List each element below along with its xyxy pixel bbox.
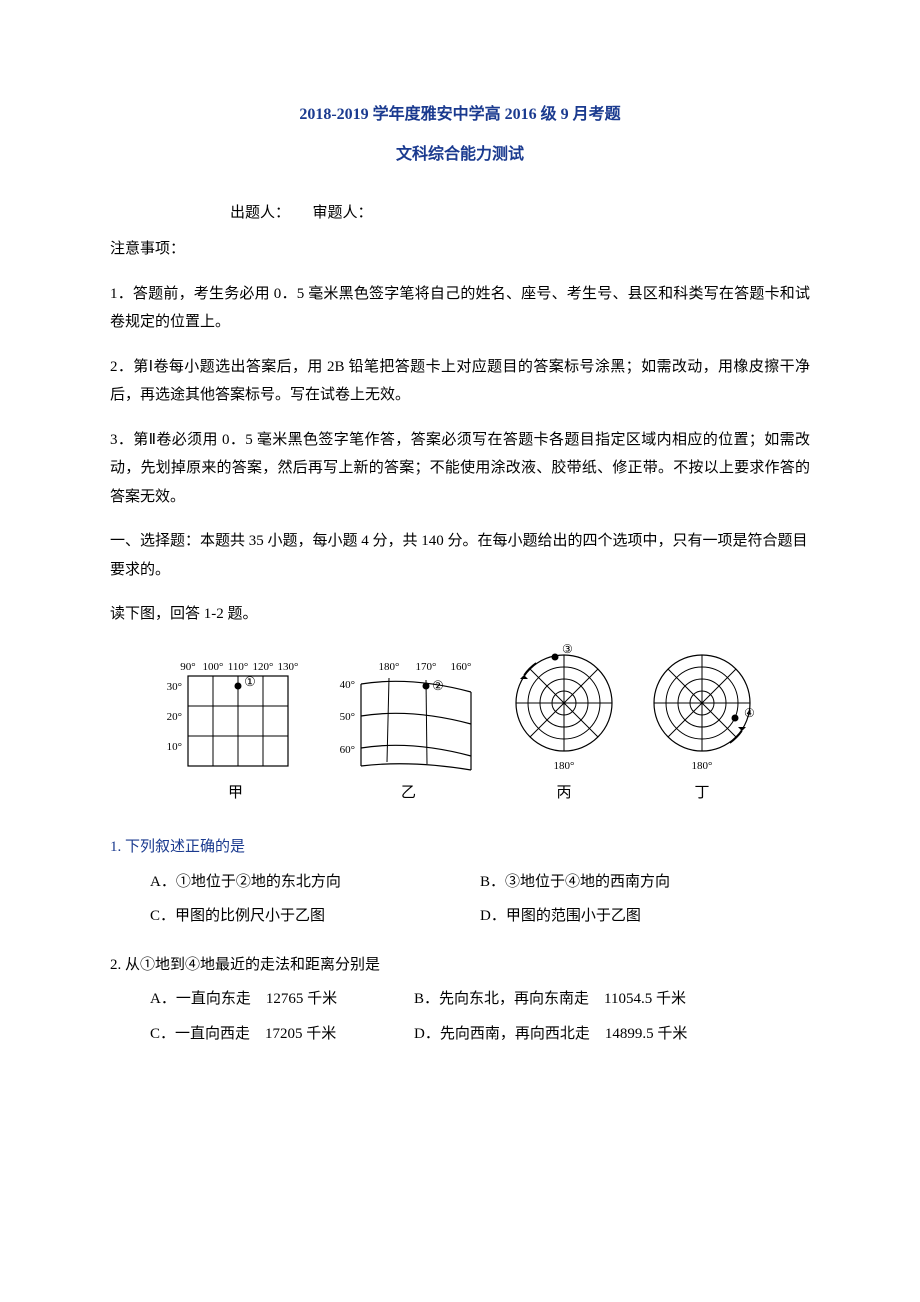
q2-option-a: A．一直向东走 12765 千米 [150,985,414,1014]
svg-text:90°: 90° [180,661,195,673]
instruction-3: 3．第Ⅱ卷必须用 0．5 毫米黑色签字笔作答，答案必须写在答题卡各题目指定区域内… [110,426,810,512]
q1-option-a: A．①地位于②地的东北方向 [150,868,480,897]
q2-option-d: D．先向西南，再向西北走 14899.5 千米 [414,1020,810,1049]
figure-yi-svg: 180° 170° 160° 40° 50° 60° ② [331,658,486,773]
svg-text:20°: 20° [167,711,182,723]
svg-text:160°: 160° [451,661,472,673]
figure-bing: ③ 180° 丙 [504,643,624,808]
svg-text:130°: 130° [278,661,299,673]
read-caption: 读下图，回答 1-2 题。 [110,600,810,629]
figure-ding: ④ 180° 丁 [642,643,762,808]
question-1-stem: 1. 下列叙述正确的是 [110,833,810,862]
question-2-stem: 2. 从①地到④地最近的走法和距离分别是 [110,951,810,980]
instruction-2: 2．第Ⅰ卷每小题选出答案后，用 2B 铅笔把答题卡上对应题目的答案标号涂黑；如需… [110,353,810,410]
q2-option-c: C．一直向西走 17205 千米 [150,1020,414,1049]
svg-text:④: ④ [744,706,755,720]
svg-text:40°: 40° [340,679,355,691]
svg-text:②: ② [432,678,444,693]
exam-title-line-2: 文科综合能力测试 [110,140,810,170]
svg-text:180°: 180° [554,760,575,772]
figure-yi-label: 乙 [401,779,416,808]
svg-text:①: ① [244,674,256,689]
notice-label: 注意事项： [110,235,810,264]
question-2-options: A．一直向东走 12765 千米 B．先向东北，再向东南走 11054.5 千米… [110,985,810,1054]
figure-ding-label: 丁 [694,779,709,808]
figure-ding-svg: ④ 180° [642,643,762,773]
figure-jia-svg: 90° 100° 110° 120° 130° 30° 20° 10° ① [158,658,313,773]
figure-bing-svg: ③ 180° [504,643,624,773]
svg-text:60°: 60° [340,744,355,756]
authors-line: 出题人： 审题人： [110,199,810,228]
svg-text:110°: 110° [228,661,249,673]
section-header: 一、选择题：本题共 35 小题，每小题 4 分，共 140 分。在每小题给出的四… [110,527,810,584]
svg-text:180°: 180° [692,760,713,772]
q2-option-b: B．先向东北，再向东南走 11054.5 千米 [414,985,810,1014]
exam-title-line-1: 2018-2019 学年度雅安中学高 2016 级 9 月考题 [110,100,810,130]
svg-text:180°: 180° [379,661,400,673]
svg-text:100°: 100° [203,661,224,673]
svg-text:③: ③ [562,643,573,656]
question-1-options: A．①地位于②地的东北方向 B．③地位于④地的西南方向 C．甲图的比例尺小于乙图… [110,868,810,937]
figures-container: 90° 100° 110° 120° 130° 30° 20° 10° ① 甲 [110,643,810,808]
svg-text:120°: 120° [253,661,274,673]
svg-text:50°: 50° [340,711,355,723]
svg-text:170°: 170° [416,661,437,673]
instruction-1: 1．答题前，考生务必用 0．5 毫米黑色签字笔将自己的姓名、座号、考生号、县区和… [110,280,810,337]
figure-jia-label: 甲 [228,779,243,808]
figure-jia: 90° 100° 110° 120° 130° 30° 20° 10° ① 甲 [158,658,313,808]
q1-option-b: B．③地位于④地的西南方向 [480,868,810,897]
figure-yi: 180° 170° 160° 40° 50° 60° ② 乙 [331,658,486,808]
q1-option-c: C．甲图的比例尺小于乙图 [150,902,480,931]
svg-text:10°: 10° [167,741,182,753]
figure-bing-label: 丙 [556,779,571,808]
svg-text:30°: 30° [167,681,182,693]
q1-option-d: D．甲图的范围小于乙图 [480,902,810,931]
